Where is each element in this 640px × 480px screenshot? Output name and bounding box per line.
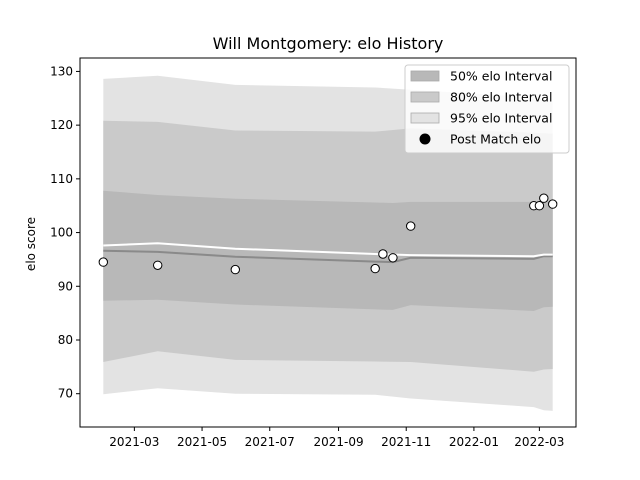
y-tick-label: 100 — [50, 226, 73, 240]
post-match-point — [98, 257, 109, 267]
post-match-point — [406, 221, 416, 231]
post-match-point — [370, 263, 380, 274]
y-tick-label: 80 — [58, 333, 73, 347]
y-axis-ticks: 70 80 90 100 110 120 130 — [50, 64, 80, 401]
legend-label: 80% elo Interval — [450, 90, 552, 105]
x-tick-label: 2021-09 — [313, 435, 363, 449]
x-tick-label: 2021-03 — [109, 435, 159, 449]
band-50-percent — [103, 190, 553, 311]
legend-swatch — [410, 112, 440, 124]
interval-bands — [103, 75, 553, 411]
post-match-point — [388, 253, 398, 263]
post-match-point — [539, 193, 549, 203]
chart-title: Will Montgomery: elo History — [213, 34, 444, 53]
post-match-point — [378, 249, 388, 259]
plot-area — [98, 75, 558, 411]
legend-label: Post Match elo — [450, 132, 541, 147]
axes-frame — [79, 57, 577, 428]
legend-swatch — [410, 91, 440, 103]
post-match-points — [98, 193, 558, 275]
legend: 50% elo Interval 80% elo Interval 95% elo … — [404, 64, 570, 154]
legend-label: 50% elo Interval — [450, 69, 552, 84]
y-tick-label: 130 — [50, 64, 73, 78]
y-tick-label: 90 — [58, 279, 73, 293]
y-tick-label: 110 — [50, 172, 73, 186]
post-match-point — [534, 201, 545, 211]
y-tick-label: 70 — [58, 387, 73, 401]
post-match-point — [548, 199, 558, 209]
legend-label: 95% elo Interval — [450, 111, 552, 126]
post-match-point — [153, 260, 163, 270]
x-tick-label: 2022-03 — [514, 435, 564, 449]
x-tick-label: 2022-01 — [449, 435, 499, 449]
x-axis-ticks: 2021-03 2021-05 2021-07 2021-09 2021-11 2022-… — [109, 427, 564, 449]
legend-marker — [419, 133, 431, 145]
x-tick-label: 2021-11 — [381, 435, 431, 449]
legend-entries: 50% elo Interval 80% elo Interval 95% elo … — [410, 69, 552, 147]
post-match-point — [230, 264, 241, 275]
y-tick-label: 120 — [50, 118, 73, 132]
x-tick-label: 2021-07 — [245, 435, 295, 449]
y-axis-label: elo score — [24, 217, 38, 271]
legend-swatch — [410, 70, 440, 82]
legend-box — [404, 64, 570, 154]
x-tick-label: 2021-05 — [177, 435, 227, 449]
